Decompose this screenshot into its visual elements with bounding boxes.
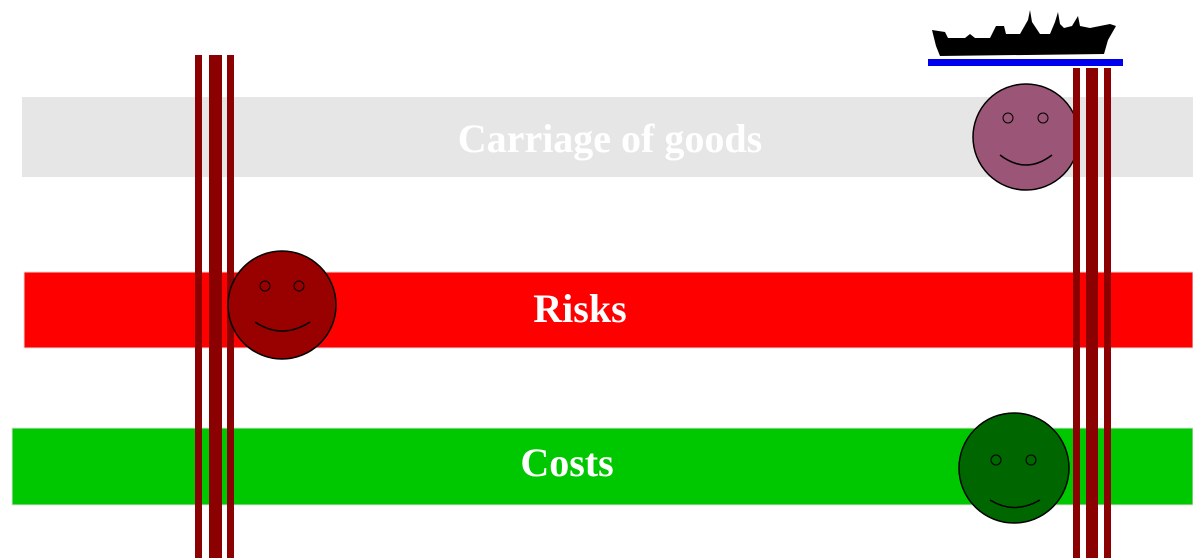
band-label: Risks — [533, 286, 626, 331]
ship — [932, 10, 1116, 56]
right-pillars — [1073, 68, 1111, 558]
smiley-risks — [227, 250, 337, 360]
band-label: Carriage of goods — [458, 116, 762, 161]
smiley-carriage — [972, 83, 1080, 191]
smiley-costs — [958, 412, 1070, 524]
band-label: Costs — [520, 440, 613, 485]
quay — [928, 59, 1123, 66]
